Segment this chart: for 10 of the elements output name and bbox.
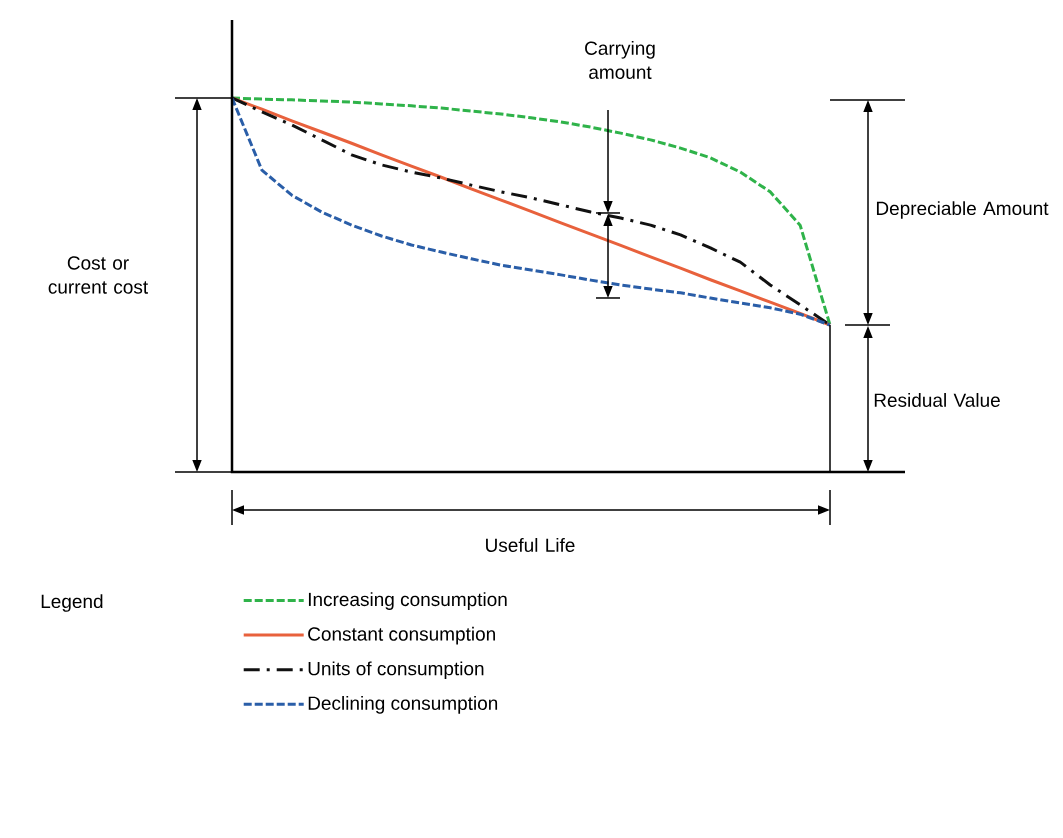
legend-title: Legend [41, 594, 103, 612]
text: Cost or current cost [48, 256, 149, 294]
legend-label: Units of consumption [308, 661, 484, 680]
text: Residual Value [874, 393, 1000, 407]
legend-label: Increasing consumption [308, 592, 507, 610]
text: Carrying amount [585, 41, 655, 79]
legend-label: Constant consumption [308, 626, 495, 645]
text: Depreciable Amount [876, 201, 1049, 219]
text: Useful Life [486, 538, 575, 552]
legend-label: Declining consumption [308, 695, 498, 714]
